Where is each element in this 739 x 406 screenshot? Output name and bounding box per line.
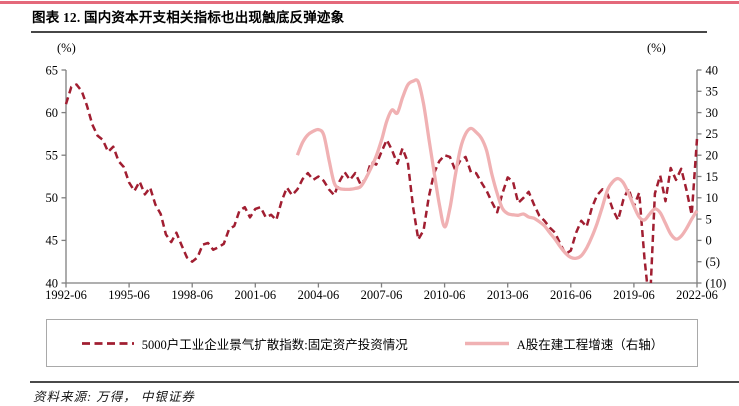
svg-text:50: 50: [46, 191, 59, 205]
svg-text:65: 65: [46, 63, 59, 77]
legend-label-diffusion-index: 5000户工业企业景气扩散指数:固定资产投资情况: [141, 337, 408, 352]
svg-text:10: 10: [706, 191, 719, 205]
svg-text:1995-06: 1995-06: [108, 288, 150, 302]
svg-text:5: 5: [706, 212, 712, 226]
svg-text:(5): (5): [706, 255, 721, 269]
svg-text:35: 35: [706, 85, 719, 99]
svg-text:0: 0: [706, 234, 712, 248]
dashed-line-swatch: [81, 341, 134, 345]
top-accent-line: [0, 1, 739, 4]
legend-label-construction-growth: A股在建工程增速（右轴）: [516, 337, 664, 352]
svg-text:55: 55: [46, 149, 59, 163]
svg-text:15: 15: [706, 170, 719, 184]
svg-text:2001-06: 2001-06: [234, 288, 276, 302]
footer-rule: [30, 381, 739, 383]
svg-text:2019-06: 2019-06: [613, 288, 655, 302]
svg-text:1992-06: 1992-06: [45, 288, 87, 302]
legend-box: 5000户工业企业景气扩散指数:固定资产投资情况 A股在建工程增速（右轴）: [46, 319, 698, 367]
solid-line-swatch: [464, 341, 509, 345]
svg-text:30: 30: [706, 106, 719, 120]
svg-text:45: 45: [46, 234, 59, 248]
svg-text:1998-06: 1998-06: [171, 288, 213, 302]
svg-text:2010-06: 2010-06: [424, 288, 466, 302]
svg-text:20: 20: [706, 149, 719, 163]
right-axis-unit-label: (%): [647, 41, 666, 55]
svg-text:25: 25: [706, 127, 719, 141]
source-note: 资料来源: 万得， 中银证券: [33, 390, 195, 404]
legend-item-construction-growth: A股在建工程增速（右轴）: [464, 334, 664, 353]
figure-title: 图表 12. 国内资本开支相关指标也出现触底反弹迹象: [32, 10, 345, 25]
dual-axis-line-chart: 6560555045404035302520151050(5)(10)1992-…: [45, 63, 727, 302]
legend-item-diffusion-index: 5000户工业企业景气扩散指数:固定资产投资情况: [81, 334, 408, 353]
left-axis-unit-label: (%): [57, 41, 76, 55]
svg-text:(10): (10): [706, 276, 727, 290]
svg-text:2013-06: 2013-06: [487, 288, 529, 302]
svg-text:2016-06: 2016-06: [550, 288, 592, 302]
svg-text:2004-06: 2004-06: [298, 288, 340, 302]
title-underline: [31, 31, 707, 33]
svg-text:60: 60: [46, 106, 59, 120]
svg-text:2007-06: 2007-06: [361, 288, 403, 302]
svg-text:2022-06: 2022-06: [676, 288, 718, 302]
svg-text:40: 40: [706, 63, 719, 77]
svg-text:40: 40: [46, 276, 59, 290]
